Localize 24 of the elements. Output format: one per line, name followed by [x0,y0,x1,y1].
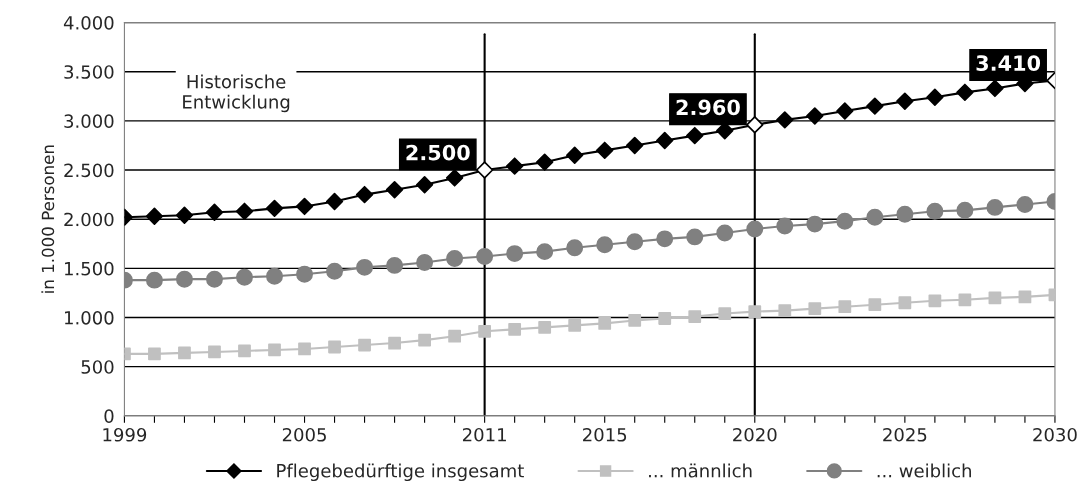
legend-label: Pflegebedürftige insgesamt [277,463,524,482]
y-tick-label: 500 [81,360,114,374]
y-tick-label: 3.000 [64,114,114,128]
y-tick-label: 4.000 [63,16,114,30]
y-tick-label: 0 [104,409,114,423]
y-tick-label: 2.500 [64,163,114,178]
annotation: 3.410 [976,55,1041,71]
y-tick-label: 1.500 [65,261,114,276]
y-tick-label: 2.000 [64,212,114,227]
x-tick-label: 2025 [883,427,927,442]
annotation: 2.500 [406,144,470,161]
x-tick-label: 1999 [103,427,147,442]
x-tick-label: 2015 [583,427,627,442]
annotation: Historische Entwicklung [183,74,290,113]
legend-label: ... weiblich [877,463,971,478]
x-tick-label: 2005 [282,427,326,442]
y-axis-title: in 1.000 Personen [41,145,55,293]
x-tick-label: 2011 [462,427,506,442]
y-tick-label: 3.500 [64,65,114,79]
x-tick-label: 2030 [1033,427,1077,442]
legend-label: ... männlich [649,463,752,478]
annotation: 2.960 [676,99,740,116]
y-tick-label: 1.000 [65,310,114,325]
x-tick-label: 2020 [733,427,777,442]
